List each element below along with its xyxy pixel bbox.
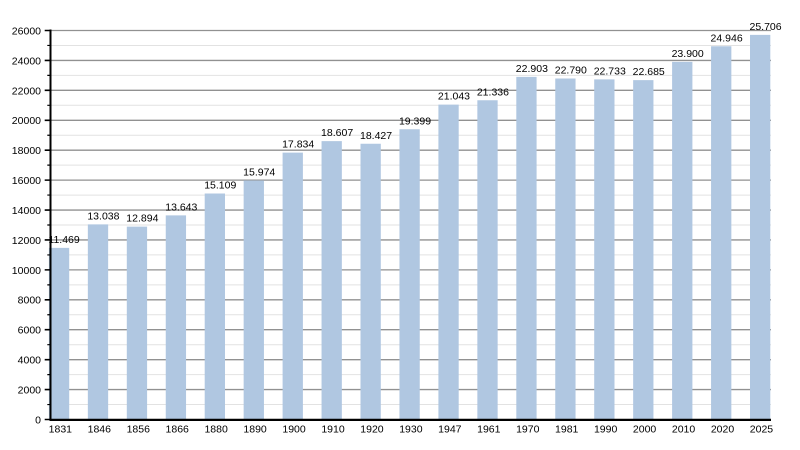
svg-text:12000: 12000 <box>12 235 41 247</box>
svg-text:24.946: 24.946 <box>711 32 743 44</box>
svg-text:2000: 2000 <box>633 424 657 436</box>
svg-text:1831: 1831 <box>49 424 73 436</box>
svg-text:13.038: 13.038 <box>87 210 119 222</box>
svg-text:2000: 2000 <box>18 384 42 396</box>
svg-text:1846: 1846 <box>88 424 112 436</box>
svg-text:8000: 8000 <box>18 295 42 307</box>
svg-text:6000: 6000 <box>18 325 42 337</box>
svg-text:1930: 1930 <box>399 424 423 436</box>
svg-text:13.643: 13.643 <box>165 201 197 213</box>
svg-text:17.834: 17.834 <box>282 139 314 151</box>
svg-text:25.706: 25.706 <box>750 21 782 33</box>
svg-text:1990: 1990 <box>594 424 618 436</box>
svg-text:12.894: 12.894 <box>126 213 158 225</box>
svg-text:22.685: 22.685 <box>633 66 665 78</box>
svg-text:16000: 16000 <box>12 175 41 187</box>
svg-text:20000: 20000 <box>12 115 41 127</box>
svg-text:1981: 1981 <box>555 424 579 436</box>
svg-text:22.903: 22.903 <box>516 63 548 75</box>
svg-text:2025: 2025 <box>750 424 774 436</box>
svg-text:1970: 1970 <box>516 424 540 436</box>
svg-text:0: 0 <box>35 414 41 426</box>
svg-text:1947: 1947 <box>438 424 462 436</box>
svg-text:11.469: 11.469 <box>48 234 79 246</box>
svg-text:23.900: 23.900 <box>672 48 704 60</box>
svg-text:22000: 22000 <box>12 85 41 97</box>
svg-text:1856: 1856 <box>127 424 151 436</box>
svg-text:15.109: 15.109 <box>204 179 236 191</box>
svg-text:18.427: 18.427 <box>360 130 392 142</box>
svg-text:4000: 4000 <box>18 355 42 367</box>
svg-text:2020: 2020 <box>711 424 735 436</box>
svg-text:1920: 1920 <box>360 424 384 436</box>
svg-text:21.336: 21.336 <box>477 86 509 98</box>
svg-text:19.399: 19.399 <box>399 115 431 127</box>
svg-text:1890: 1890 <box>243 424 267 436</box>
svg-text:10000: 10000 <box>12 265 41 277</box>
svg-text:22.790: 22.790 <box>555 65 587 77</box>
svg-text:18000: 18000 <box>12 145 41 157</box>
svg-text:1961: 1961 <box>477 424 501 436</box>
svg-text:1900: 1900 <box>282 424 306 436</box>
svg-text:1880: 1880 <box>204 424 228 436</box>
svg-text:21.043: 21.043 <box>438 91 470 103</box>
svg-text:14000: 14000 <box>12 205 41 217</box>
svg-text:15.974: 15.974 <box>243 167 275 179</box>
svg-text:2010: 2010 <box>672 424 696 436</box>
svg-text:26000: 26000 <box>12 25 41 37</box>
svg-text:18.607: 18.607 <box>321 127 353 139</box>
svg-text:22.733: 22.733 <box>594 65 626 77</box>
svg-text:1866: 1866 <box>166 424 190 436</box>
svg-text:24000: 24000 <box>12 55 41 67</box>
svg-text:1910: 1910 <box>321 424 345 436</box>
